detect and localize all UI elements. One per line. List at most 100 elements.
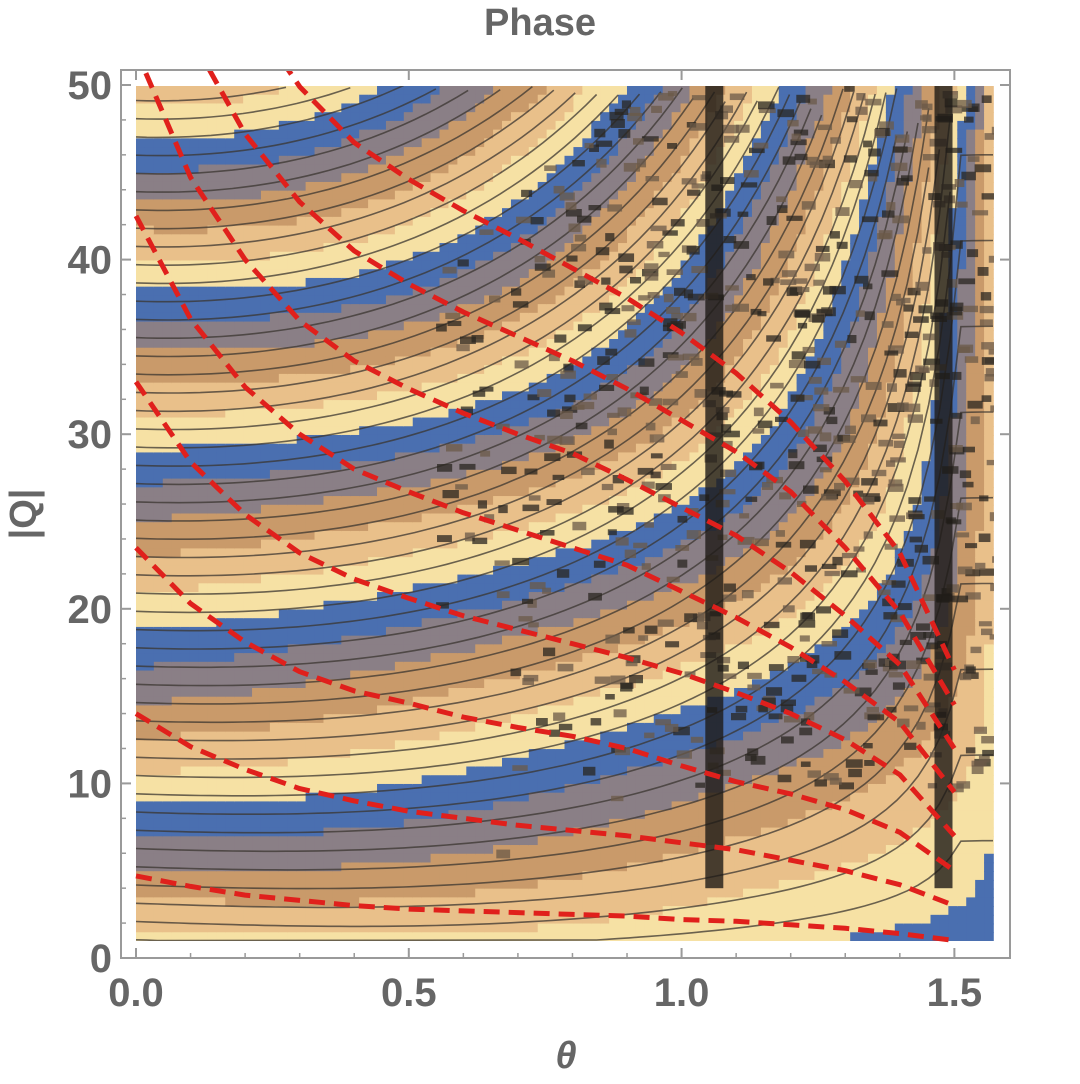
heat-cell	[493, 871, 503, 881]
heat-cell	[448, 216, 459, 227]
heat-cell	[198, 836, 209, 846]
heat-cell	[377, 469, 387, 480]
heat-cell	[537, 173, 548, 183]
heat-cell	[162, 618, 173, 628]
heat-cell	[439, 190, 450, 201]
heat-cell	[368, 147, 378, 157]
heat-cell	[225, 731, 235, 742]
heat-cell	[225, 504, 235, 515]
heat-cell	[225, 461, 235, 471]
heat-cell	[403, 243, 414, 253]
heat-cell	[502, 757, 512, 768]
heat-cell	[162, 94, 173, 105]
heat-cell	[216, 522, 227, 532]
heat-cell	[332, 339, 343, 349]
heat-cell	[136, 932, 146, 941]
heat-cell	[153, 129, 164, 140]
heat-cell	[475, 644, 485, 654]
heat-cell	[269, 583, 280, 593]
heat-cell	[439, 661, 450, 672]
heat-cell	[216, 897, 227, 907]
heat-cell	[278, 932, 289, 941]
heat-cell	[439, 277, 450, 288]
heat-cell	[323, 321, 334, 332]
heat-cell	[314, 661, 325, 672]
heat-cell	[153, 251, 164, 262]
heat-cell	[234, 740, 244, 750]
heat-cell	[564, 923, 575, 934]
heat-cell	[493, 129, 503, 140]
heat-cell	[162, 312, 173, 323]
heat-cell	[439, 775, 450, 785]
heat-cell	[234, 199, 244, 209]
heat-cell	[171, 714, 182, 724]
heat-cell	[484, 897, 494, 907]
heat-cell	[207, 670, 218, 681]
heat-cell	[314, 478, 325, 489]
heat-cell	[484, 687, 494, 698]
heat-cell	[180, 147, 191, 157]
heat-cell	[136, 522, 146, 532]
heat-cell	[502, 452, 512, 462]
heat-cell	[394, 496, 405, 506]
heat-cell	[385, 155, 396, 166]
heat-cell	[180, 749, 191, 759]
heat-cell	[350, 382, 360, 393]
heat-cell	[198, 722, 209, 733]
heat-cell	[296, 574, 307, 585]
heat-cell	[198, 888, 209, 899]
heat-cell	[368, 609, 378, 619]
heat-cell	[394, 749, 405, 759]
heat-cell	[368, 321, 378, 332]
heat-cell	[519, 583, 530, 593]
heat-cell	[278, 583, 289, 593]
heat-cell	[323, 661, 334, 672]
heat-cell	[359, 478, 369, 489]
heat-cell	[216, 286, 227, 297]
heat-cell	[260, 792, 271, 803]
heat-cell	[207, 120, 218, 131]
heat-cell	[153, 199, 164, 209]
heat-cell	[546, 740, 557, 750]
heat-cell	[278, 574, 289, 585]
heat-cell	[412, 792, 423, 803]
heat-cell	[403, 792, 414, 803]
heat-cell	[305, 810, 316, 820]
heat-cell	[350, 862, 360, 872]
heat-cell	[421, 295, 432, 305]
heat-cell	[502, 304, 512, 314]
heat-cell	[484, 539, 494, 550]
heat-cell	[582, 923, 593, 934]
heat-cell	[430, 330, 441, 340]
heat-cell	[385, 173, 396, 183]
heat-cell	[332, 461, 343, 471]
heat-cell	[162, 592, 173, 602]
heat-cell	[323, 722, 334, 733]
heat-cell	[314, 234, 325, 244]
heat-cell	[502, 365, 512, 375]
heat-cell	[332, 626, 343, 637]
heat-cell	[430, 321, 441, 332]
heat-cell	[502, 574, 512, 585]
heat-cell	[475, 356, 485, 366]
heat-cell	[564, 496, 575, 506]
heat-cell	[377, 304, 387, 314]
heat-cell	[278, 845, 289, 855]
heat-cell	[510, 757, 521, 768]
heat-cell	[332, 696, 343, 707]
heat-cell	[180, 574, 191, 585]
heat-cell	[216, 417, 227, 428]
heat-cell	[287, 487, 298, 497]
heat-cell	[484, 286, 494, 297]
heat-cell	[296, 251, 307, 262]
heat-cell	[368, 583, 378, 593]
heat-cell	[421, 112, 432, 122]
heat-cell	[502, 801, 512, 811]
heat-cell	[421, 469, 432, 480]
heat-cell	[314, 818, 325, 829]
heat-cell	[555, 705, 566, 715]
heat-cell	[216, 906, 227, 916]
heat-cell	[350, 661, 360, 672]
heat-cell	[368, 243, 378, 253]
heat-cell	[528, 644, 539, 654]
